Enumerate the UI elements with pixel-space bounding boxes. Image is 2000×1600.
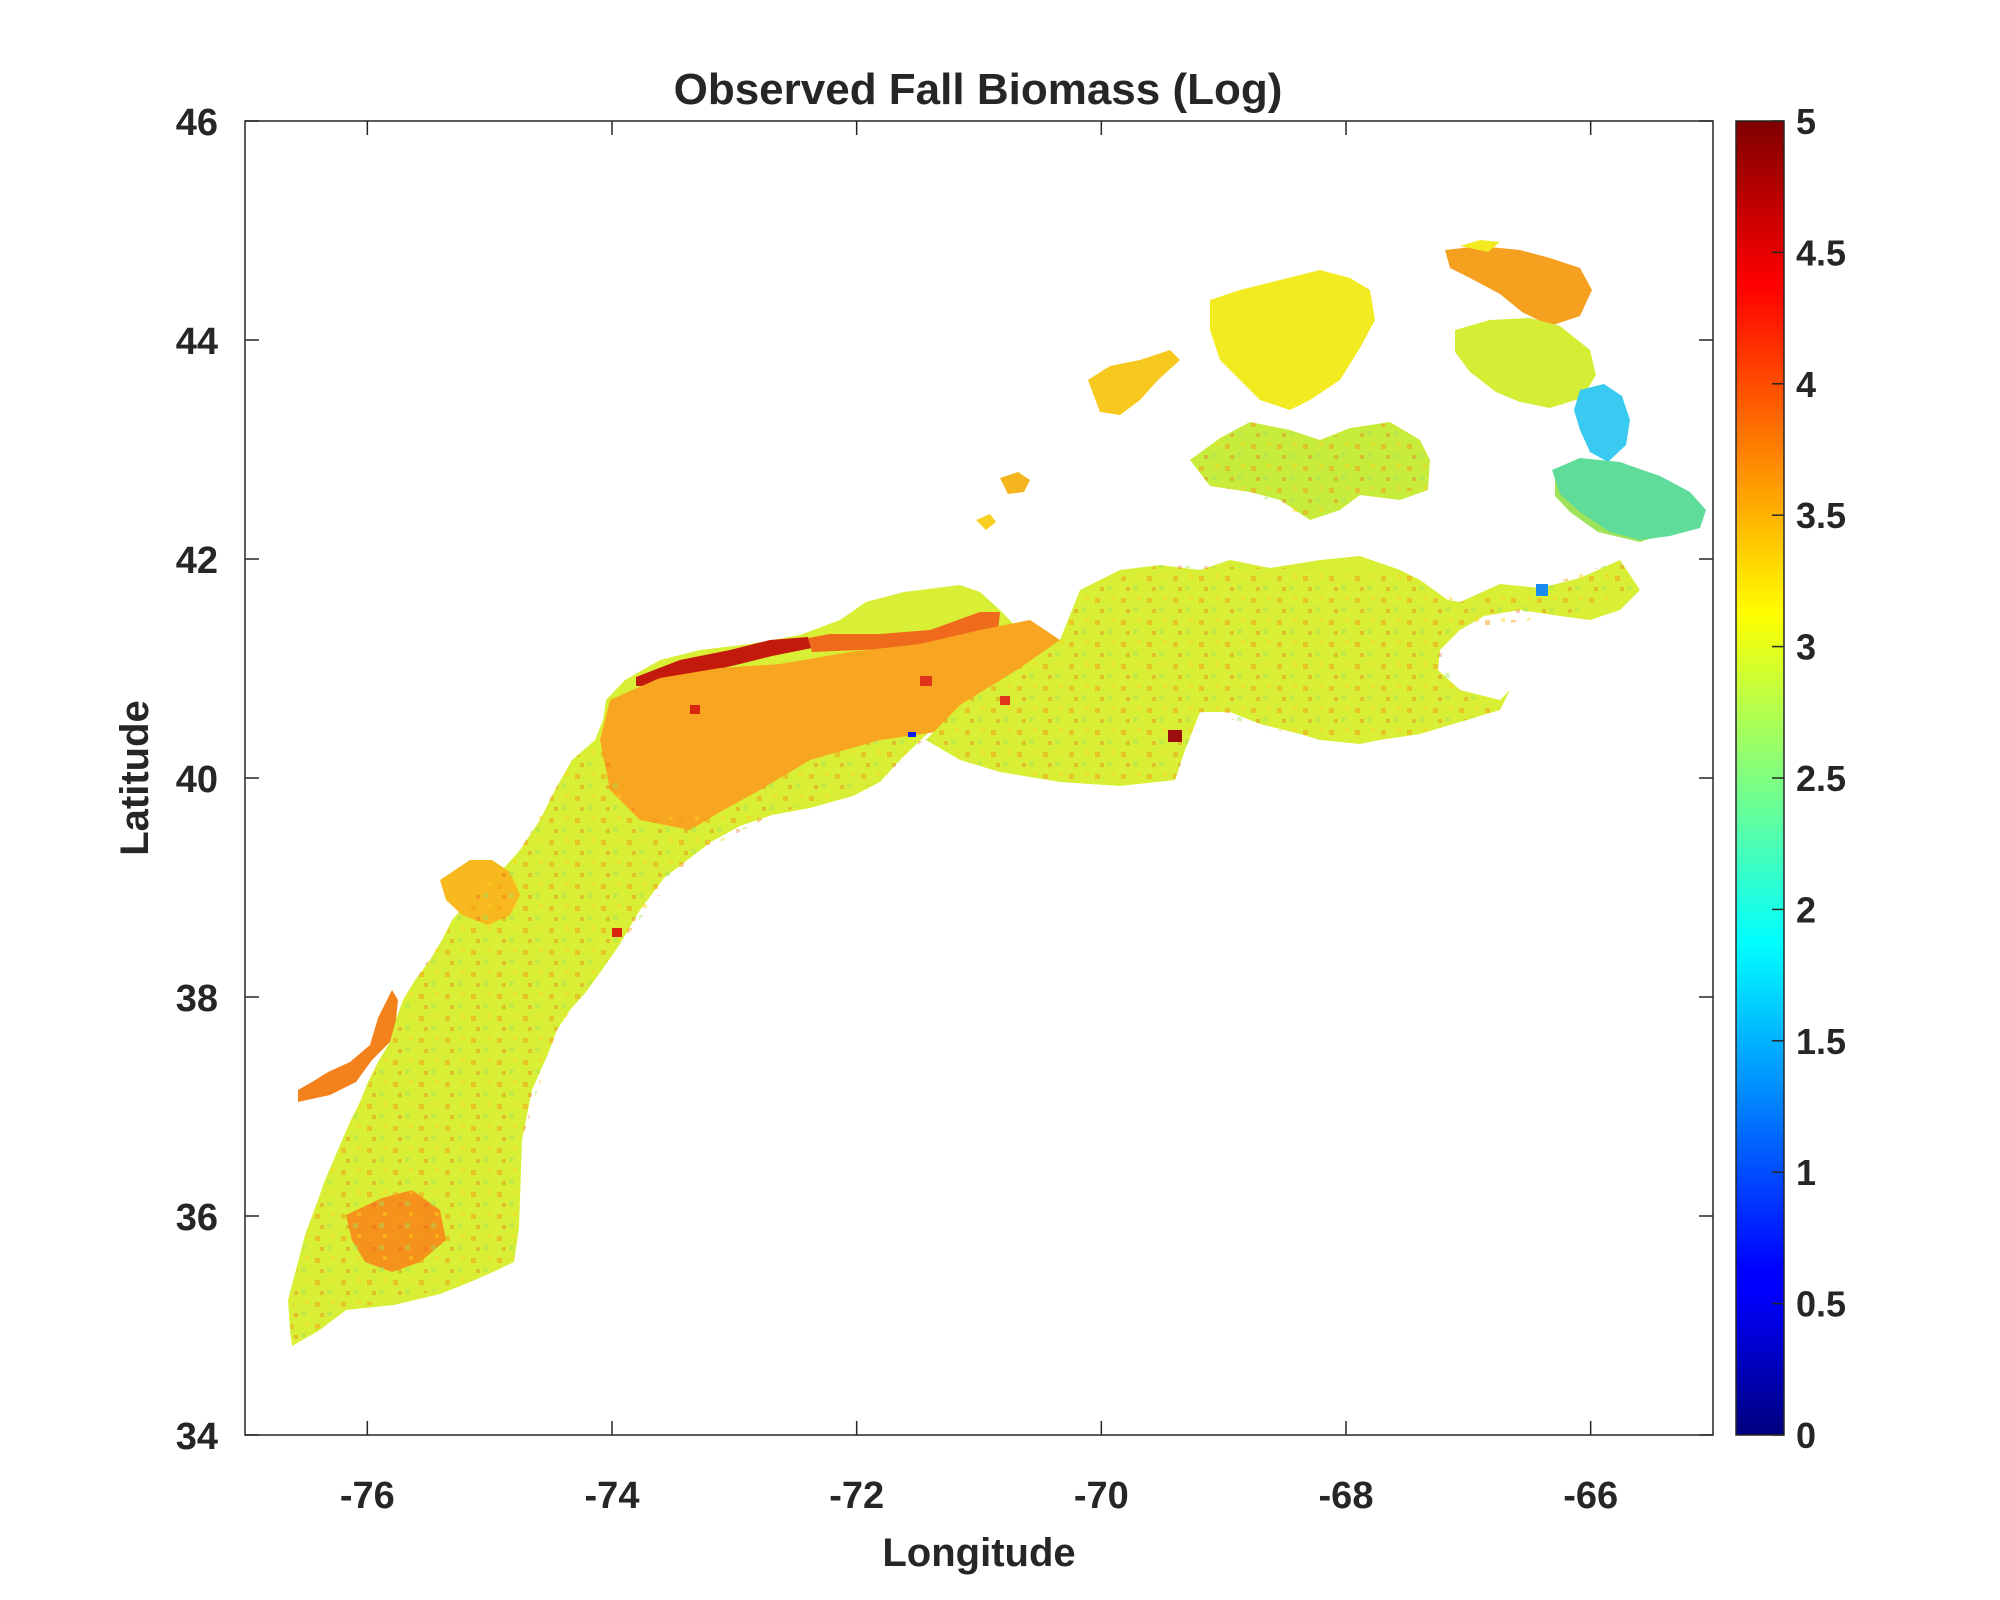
region-fundy-south xyxy=(1455,318,1596,408)
y-tick-label: 34 xyxy=(176,1416,218,1458)
colorbar-tick-label: 3 xyxy=(1796,627,1816,668)
region-bay-of-fundy xyxy=(1445,246,1592,326)
y-tick-label: 46 xyxy=(176,102,218,144)
y-tick-label: 42 xyxy=(176,540,218,582)
y-tick-label: 40 xyxy=(176,759,218,801)
colorbar-ticks: 0 0.5 1 1.5 2 2.5 3 3.5 4 4.5 5 xyxy=(1772,101,1846,1456)
region-western-maine xyxy=(1088,350,1180,415)
hotspot-3 xyxy=(612,928,622,937)
region-nova-scotia-shelf xyxy=(1552,458,1706,540)
region-nova-scotia-coast xyxy=(1574,384,1630,462)
y-tick-label: 44 xyxy=(176,321,218,363)
x-axis-label: Longitude xyxy=(882,1531,1075,1575)
colorbar-tick-label: 1.5 xyxy=(1796,1021,1846,1062)
region-fragment-c xyxy=(1460,240,1500,252)
x-axis: -76 -74 -72 -70 -68 -66 xyxy=(340,121,1618,1517)
x-tick-label: -68 xyxy=(1319,1475,1374,1517)
x-tick-label: -76 xyxy=(340,1475,395,1517)
colorbar-tick-label: 1 xyxy=(1796,1152,1816,1193)
y-tick-label: 38 xyxy=(176,978,218,1020)
x-tick-label: -72 xyxy=(829,1475,884,1517)
texture-gulf-maine xyxy=(1190,422,1430,520)
hotspot-5 xyxy=(1000,696,1010,705)
x-tick-label: -70 xyxy=(1074,1475,1129,1517)
hotspot-4 xyxy=(920,676,932,686)
colorbar-tick-label: 4 xyxy=(1796,364,1816,405)
coldspot-1 xyxy=(908,732,916,737)
colorbar-tick-label: 5 xyxy=(1796,101,1816,142)
y-axis: 34 36 38 40 42 44 46 xyxy=(176,102,1713,1458)
colorbar-tick-label: 0.5 xyxy=(1796,1284,1846,1325)
colorbar-tick-label: 4.5 xyxy=(1796,232,1846,273)
region-fragment-a xyxy=(1000,472,1030,494)
y-axis-label: Latitude xyxy=(113,700,157,856)
region-new-york-bight xyxy=(600,620,1060,830)
hotspot-1 xyxy=(1168,730,1182,742)
x-tick-label: -66 xyxy=(1563,1475,1618,1517)
coldspot-2 xyxy=(1536,584,1548,596)
hotspot-2 xyxy=(690,705,700,714)
region-chesapeake-inshore xyxy=(298,990,398,1102)
region-maine-coast xyxy=(1210,270,1375,410)
colorbar-tick-label: 2 xyxy=(1796,889,1816,930)
map-layer xyxy=(288,240,1706,1346)
texture-south xyxy=(290,560,1640,1346)
colorbar-tick-label: 3.5 xyxy=(1796,495,1846,536)
colorbar-tick-label: 2.5 xyxy=(1796,758,1846,799)
region-fragment-b xyxy=(976,514,996,530)
chart-title: Observed Fall Biomass (Log) xyxy=(674,65,1283,114)
biomass-texture xyxy=(290,422,1640,1346)
colorbar-tick-label: 0 xyxy=(1796,1415,1816,1456)
region-long-island-sound xyxy=(636,637,812,686)
y-tick-label: 36 xyxy=(176,1197,218,1239)
x-tick-label: -74 xyxy=(585,1475,640,1517)
biomass-hotspots xyxy=(612,584,1548,937)
